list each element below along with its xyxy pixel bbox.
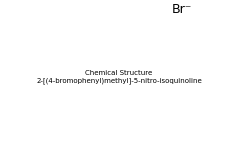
Text: Chemical Structure
2-[(4-bromophenyl)methyl]-5-nitro-isoquinoline: Chemical Structure 2-[(4-bromophenyl)met… [36, 70, 202, 84]
Text: Br⁻: Br⁻ [171, 3, 192, 16]
